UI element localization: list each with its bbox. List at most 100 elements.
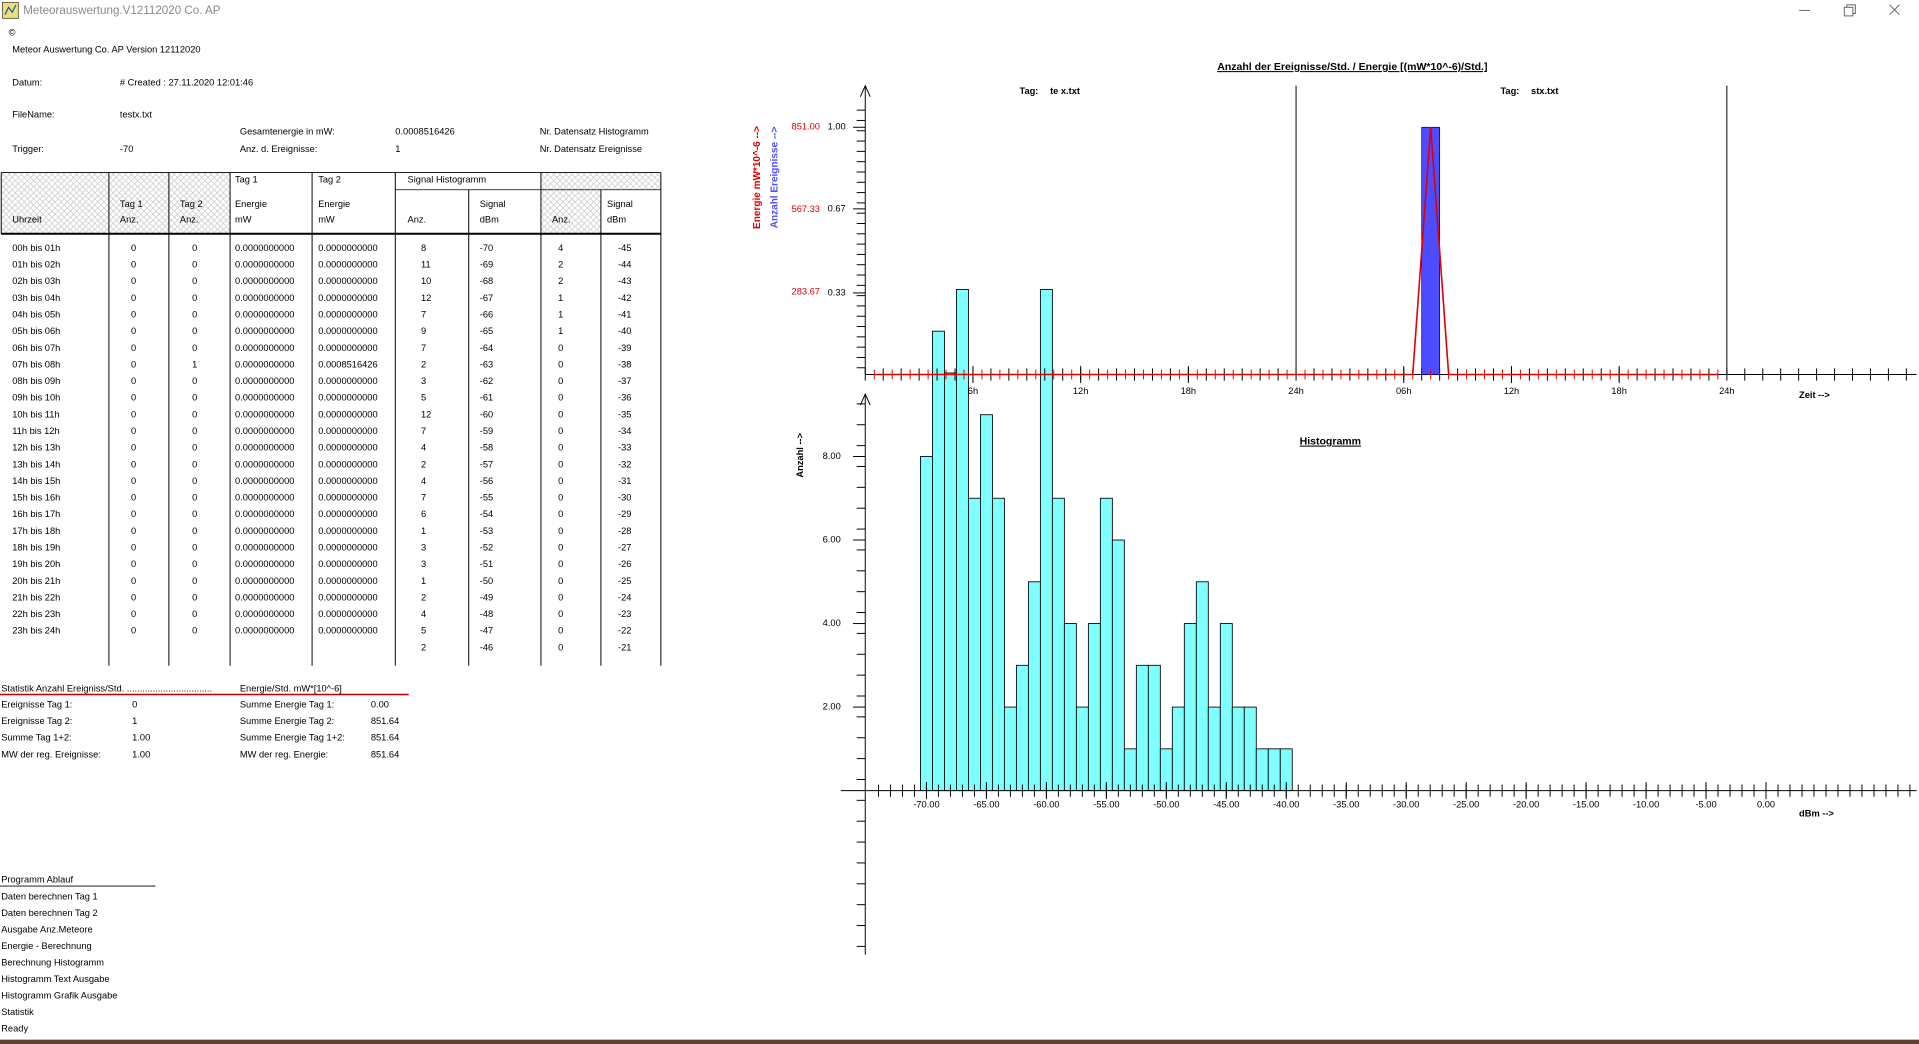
histogram-bar xyxy=(1039,289,1053,792)
table-cell: 0 xyxy=(192,343,197,353)
column-header: Signal xyxy=(480,199,506,209)
table-cell: 1 xyxy=(558,326,563,336)
column-header: Anz. xyxy=(120,215,139,225)
stats-label: Summe Energie Tag 1: xyxy=(240,699,334,709)
table-cell: 12 xyxy=(421,293,431,303)
table-cell: 0.0000000000 xyxy=(235,426,294,436)
histogram-bar xyxy=(1135,664,1149,792)
table-cell: -61 xyxy=(480,393,493,403)
table-cell: 0.0000000000 xyxy=(318,542,377,552)
histogram-bar xyxy=(1255,748,1269,792)
energy-value: 0.0008516426 xyxy=(395,127,454,137)
table-cell: 7 xyxy=(421,309,426,319)
table-cell: -22 xyxy=(618,626,631,636)
table-cell: 9 xyxy=(421,326,426,336)
stats-label: MW der reg. Energie: xyxy=(240,749,328,759)
table-cell: 0 xyxy=(131,542,136,552)
stats-value: 851.64 xyxy=(371,716,399,726)
table-cell: -24 xyxy=(618,592,631,602)
log-line: Histogramm Grafik Ausgabe xyxy=(1,991,117,1001)
table-cell: -66 xyxy=(480,309,493,319)
table-cell: 21h bis 22h xyxy=(12,592,60,602)
table-cell: 0 xyxy=(192,509,197,519)
restore-icon-back xyxy=(1846,4,1856,14)
table-cell: 0 xyxy=(192,426,197,436)
table-cell: 0 xyxy=(131,476,136,486)
table-cell: -37 xyxy=(618,376,631,386)
table-cell: 0.0000000000 xyxy=(318,626,377,636)
bottom-border xyxy=(0,1039,1919,1044)
table-cell: 09h bis 10h xyxy=(12,393,60,403)
x-tick-label: 0.00 xyxy=(1757,800,1775,810)
y-tick-label: 6.00 xyxy=(823,534,841,544)
close-button[interactable] xyxy=(1889,4,1900,16)
table-cell: 0.0000000000 xyxy=(318,509,377,519)
table-cell: -53 xyxy=(480,526,493,536)
table-cell: 0.0000000000 xyxy=(235,393,294,403)
table-cell: 0 xyxy=(558,343,563,353)
histogram-bar xyxy=(956,289,969,792)
y-tick-label: 2.00 xyxy=(823,702,841,712)
table-cell: 0.0000000000 xyxy=(318,293,377,303)
table-cell: 0 xyxy=(192,309,197,319)
table-cell: -30 xyxy=(618,493,631,503)
table-cell: 0 xyxy=(192,293,197,303)
histogram-bar xyxy=(1087,623,1101,792)
header-hatch xyxy=(540,172,601,234)
table-cell: 0.0000000000 xyxy=(318,459,377,469)
table-cell: 0.0000000000 xyxy=(318,326,377,336)
events-value: 1 xyxy=(395,144,400,154)
stats-value: 1.00 xyxy=(132,733,150,743)
stats-value: 851.64 xyxy=(371,749,399,759)
hist-nr-label: Nr. Datensatz Histogramm xyxy=(540,127,649,137)
table-cell: 0.0000000000 xyxy=(318,426,377,436)
table-cell: 0.0000000000 xyxy=(318,409,377,419)
x-tick-label: 18h xyxy=(1611,386,1627,396)
table-cell: -47 xyxy=(480,626,493,636)
x-tick-label: -25.00 xyxy=(1453,800,1479,810)
table-cell: -62 xyxy=(480,376,493,386)
x-tick-label: 12h xyxy=(1073,386,1089,396)
table-cell: 4 xyxy=(421,443,426,453)
table-cell: 1 xyxy=(421,576,426,586)
table-cell: 0.0000000000 xyxy=(235,309,294,319)
table-cell: 19h bis 20h xyxy=(12,559,60,569)
day-label: Tag: xyxy=(1019,86,1038,96)
stats-value: 1 xyxy=(132,716,137,726)
table-cell: 0 xyxy=(192,493,197,503)
axis-arrow xyxy=(859,84,871,97)
x-tick-label: -20.00 xyxy=(1513,800,1539,810)
table-cell: 0.0000000000 xyxy=(235,509,294,519)
table-cell: 23h bis 24h xyxy=(12,626,60,636)
y2-tick-label: 851.00 xyxy=(792,122,820,132)
x-tick-label: -55.00 xyxy=(1093,800,1119,810)
table-cell: 12h bis 13h xyxy=(12,443,60,453)
table-cell: 0.0000000000 xyxy=(235,592,294,602)
table-cell: 7 xyxy=(421,493,426,503)
log-line: Histogramm Text Ausgabe xyxy=(1,974,109,984)
day-file: te x.txt xyxy=(1050,86,1080,96)
table-cell: -29 xyxy=(618,509,631,519)
table-cell: 1 xyxy=(558,309,563,319)
table-cell: 0 xyxy=(558,459,563,469)
x-tick-label: -50.00 xyxy=(1153,800,1179,810)
table-cell: -34 xyxy=(618,426,631,436)
restore-button[interactable] xyxy=(1843,4,1856,17)
table-cell: 0.0000000000 xyxy=(235,493,294,503)
histogram-bar xyxy=(1267,748,1281,792)
stats-label: MW der reg. Ereignisse: xyxy=(1,749,101,759)
table-cell: 0 xyxy=(558,393,563,403)
histogram-bar xyxy=(1147,664,1161,792)
table-cell: 15h bis 16h xyxy=(12,493,60,503)
axis-arrow xyxy=(859,392,871,406)
table-cell: 0.0000000000 xyxy=(235,376,294,386)
header-hatch xyxy=(1,172,231,234)
table-cell: -60 xyxy=(480,409,493,419)
table-cell: 10h bis 11h xyxy=(12,409,59,419)
table-cell: 8 xyxy=(421,243,426,253)
table-cell: 0.0000000000 xyxy=(235,443,294,453)
table-cell: 0 xyxy=(192,409,197,419)
histogram-bar xyxy=(1003,706,1017,792)
table-cell: 0.0000000000 xyxy=(318,559,377,569)
